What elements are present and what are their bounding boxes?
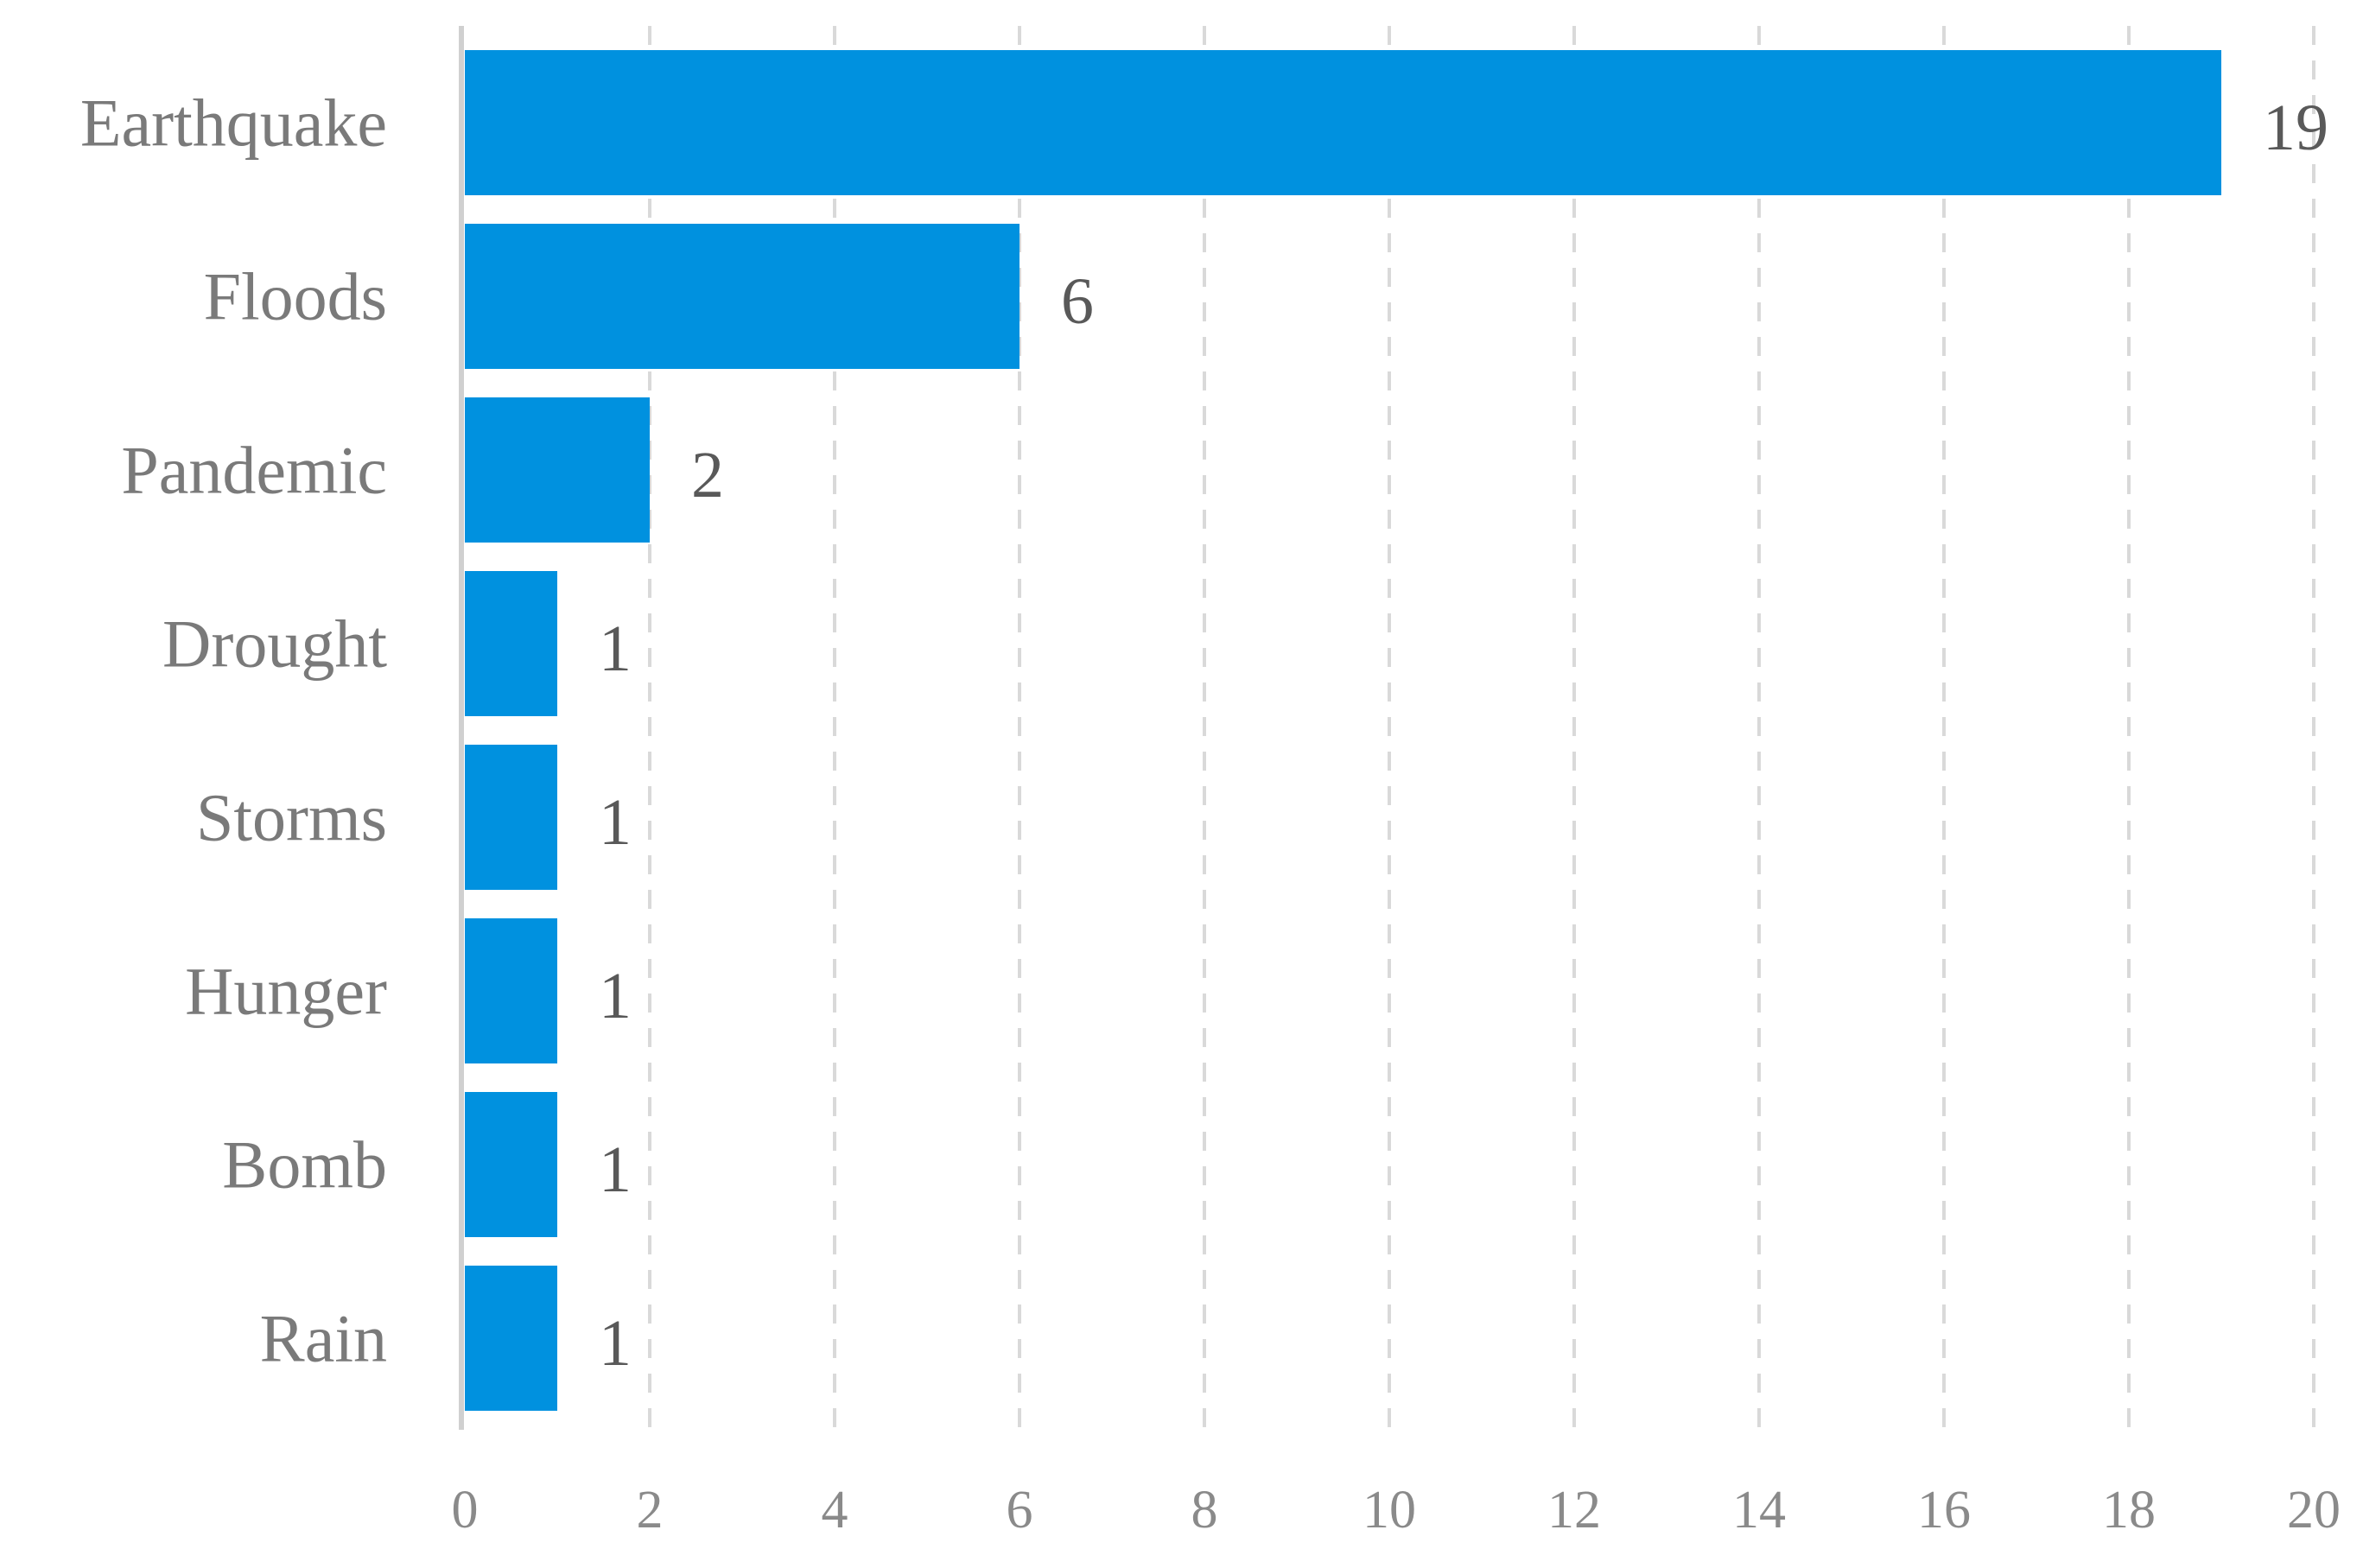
x-tick-labels: 0 2 4 6 8 10 12 14 16 18 20 [452, 1481, 2341, 1539]
bar-storms [465, 745, 557, 890]
x-tick-label-6: 6 [1007, 1481, 1033, 1539]
x-tick-label-20: 20 [2287, 1481, 2341, 1539]
bar-drought [465, 571, 557, 716]
data-labels: 19 6 2 1 1 1 1 1 [599, 92, 2328, 1380]
bar-pandemic [465, 397, 650, 543]
data-label-storms: 1 [599, 786, 632, 859]
x-tick-label-14: 14 [1732, 1481, 1786, 1539]
data-label-pandemic: 2 [691, 439, 724, 511]
data-label-hunger: 1 [599, 960, 632, 1032]
x-tick-label-0: 0 [452, 1481, 479, 1539]
category-label-bomb: Bomb [222, 1127, 387, 1203]
x-tick-label-12: 12 [1547, 1481, 1601, 1539]
bar-hunger [465, 918, 557, 1063]
category-label-hunger: Hunger [185, 954, 387, 1029]
data-label-bomb: 1 [599, 1133, 632, 1206]
x-tick-label-16: 16 [1917, 1481, 1971, 1539]
category-label-drought: Drought [162, 606, 387, 682]
data-label-floods: 6 [1061, 265, 1094, 338]
category-label-storms: Storms [196, 780, 387, 855]
x-tick-label-8: 8 [1191, 1481, 1218, 1539]
category-label-floods: Floods [204, 259, 387, 334]
category-labels: Earthquake Floods Pandemic Drought Storms Hun… [80, 86, 387, 1376]
bar-earthquake [465, 50, 2221, 195]
x-tick-label-4: 4 [822, 1481, 848, 1539]
bar-rain [465, 1266, 557, 1411]
data-label-earthquake: 19 [2263, 92, 2328, 164]
x-tick-label-10: 10 [1363, 1481, 1416, 1539]
data-label-drought: 1 [599, 613, 632, 685]
bars [465, 50, 2221, 1411]
x-tick-label-18: 18 [2102, 1481, 2156, 1539]
category-label-pandemic: Pandemic [121, 433, 387, 508]
grid-lines [648, 26, 2315, 1430]
category-label-earthquake: Earthquake [80, 86, 387, 161]
x-tick-label-2: 2 [637, 1481, 664, 1539]
category-label-rain: Rain [260, 1301, 387, 1376]
bar-bomb [465, 1092, 557, 1237]
data-label-rain: 1 [599, 1307, 632, 1380]
bar-floods [465, 224, 1020, 369]
